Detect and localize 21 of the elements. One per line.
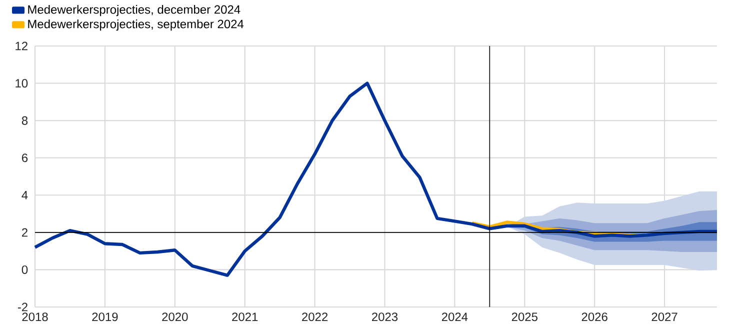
x-tick-label: 2025 xyxy=(512,312,538,322)
x-tick-label: 2024 xyxy=(442,312,468,322)
y-tick-label: 4 xyxy=(22,190,28,200)
line-series xyxy=(33,82,719,277)
legend-label: Medewerkersprojecties, december 2024 xyxy=(28,4,240,16)
y-tick-label: 8 xyxy=(22,116,28,125)
x-tick-label: 2026 xyxy=(582,312,608,322)
x-tick-label: 2023 xyxy=(372,312,398,322)
x-tick-label: 2018 xyxy=(22,312,48,322)
y-tick-label: 6 xyxy=(22,154,28,162)
y-tick-label: 2 xyxy=(22,228,28,237)
y-tick-label: -2 xyxy=(18,302,28,312)
y-tick-label: 0 xyxy=(22,265,28,274)
x-tick-label: 2019 xyxy=(92,312,118,322)
y-tick-label: 12 xyxy=(16,42,28,50)
x-tick-label: 2022 xyxy=(302,312,328,322)
x-tick-label: 2020 xyxy=(162,312,188,322)
y-tick-label: 10 xyxy=(16,79,28,88)
x-tick-label: 2021 xyxy=(232,312,258,322)
x-tick-label: 2027 xyxy=(652,312,678,322)
legend-label: Medewerkersprojecties, september 2024 xyxy=(28,19,244,31)
